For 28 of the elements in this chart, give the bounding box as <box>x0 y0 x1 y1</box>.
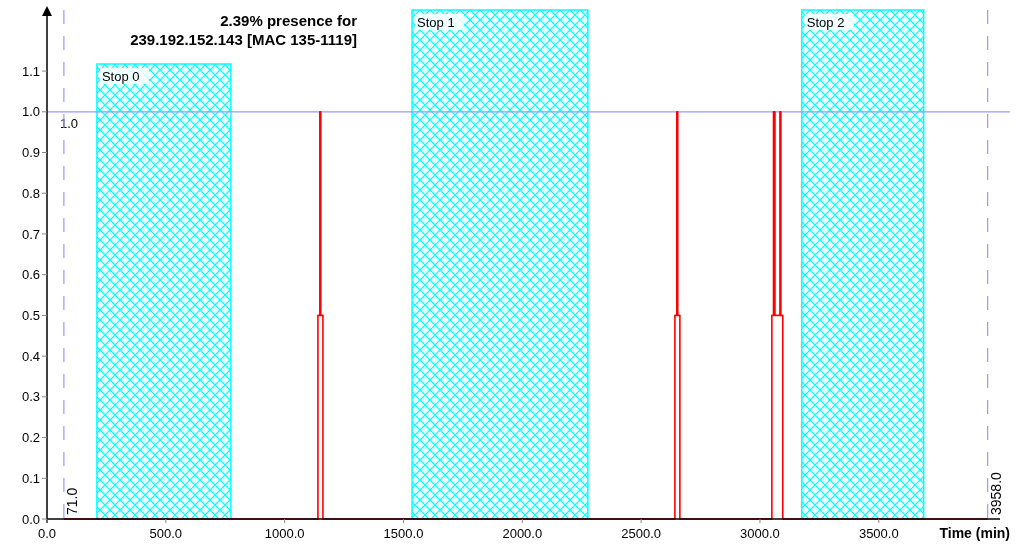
band-label: Stop 0 <box>101 69 140 84</box>
y-tick-label: 0.1 <box>21 470 40 486</box>
x-tick-label: 3000.0 <box>740 526 780 541</box>
y-tick-label: 0.3 <box>21 389 40 405</box>
band-label: Stop 2 <box>806 15 845 30</box>
y-tick-label: 0.2 <box>21 430 40 446</box>
y-tick-label: 0.4 <box>21 348 40 364</box>
x-tick-label: 2000.0 <box>502 526 543 541</box>
x-tick-label: 1000.0 <box>264 526 305 541</box>
band-label: Stop 1 <box>417 15 455 30</box>
y-tick-label: 1.1 <box>21 63 40 79</box>
y-tick-label: 0.0 <box>21 511 40 527</box>
x-tick-label: 1500.0 <box>383 526 424 541</box>
ref-line-label: 1.0 <box>60 115 79 131</box>
y-tick-label: 0.5 <box>21 307 40 323</box>
x-tick-label: 0.0 <box>37 526 57 541</box>
x-tick-label: 3500.0 <box>858 526 899 541</box>
x-tick-label: 2500.0 <box>621 526 662 541</box>
y-tick-label: 0.9 <box>21 145 40 161</box>
x-axis-title: Time (min) <box>939 525 1010 541</box>
y-tick-label: 0.7 <box>21 226 40 242</box>
x-tick-label: 500.0 <box>149 526 183 541</box>
y-tick-label: 0.6 <box>21 267 40 283</box>
ref-line-label: 71.0 <box>63 487 80 515</box>
y-tick-label: 1.0 <box>21 104 40 120</box>
ref-line-label: 3958.0 <box>987 471 1004 515</box>
text: 2.39% presence for 239.192.152.143 [MAC 135-1119] <box>130 12 358 48</box>
y-tick-label: 0.8 <box>21 185 40 201</box>
